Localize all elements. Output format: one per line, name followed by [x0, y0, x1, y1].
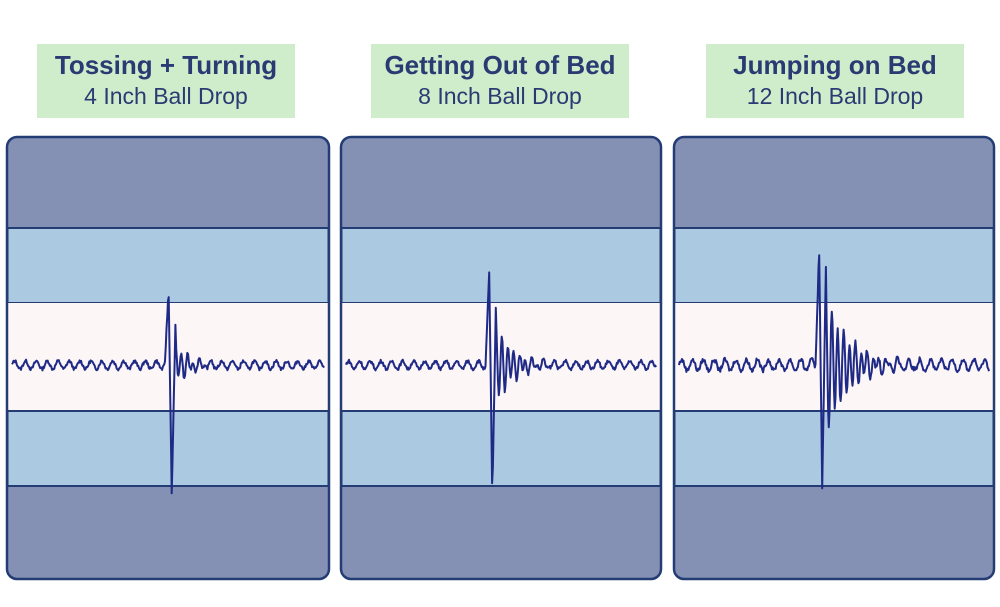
middle-band-top [340, 227, 662, 304]
motion-trace [678, 254, 990, 490]
panel-title: Tossing + Turning [54, 50, 278, 80]
panel-label: Jumping on Bed 12 Inch Ball Drop [706, 44, 964, 118]
panel-border [672, 135, 996, 581]
panel-title: Jumping on Bed [733, 50, 937, 80]
motion-trace [345, 271, 657, 485]
middle-band-top [673, 227, 995, 304]
panel-subtitle: 8 Inch Ball Drop [418, 83, 582, 109]
motion-chart [5, 135, 331, 581]
motion-chart [339, 135, 663, 581]
middle-band-bottom [6, 410, 330, 487]
motion-trace [11, 296, 325, 495]
panel-border [5, 135, 331, 581]
middle-band-bottom [340, 410, 662, 487]
panel-border [339, 135, 663, 581]
middle-band-top [6, 227, 330, 304]
middle-band-bottom [673, 410, 995, 487]
panel-subtitle: 12 Inch Ball Drop [746, 83, 924, 109]
panel-title: Getting Out of Bed [384, 50, 616, 80]
panel-subtitle: 4 Inch Ball Drop [84, 83, 248, 109]
panel-label: Tossing + Turning 4 Inch Ball Drop [37, 44, 295, 118]
motion-chart [672, 135, 996, 581]
center-band [7, 303, 329, 411]
panel-label: Getting Out of Bed 8 Inch Ball Drop [371, 44, 629, 118]
